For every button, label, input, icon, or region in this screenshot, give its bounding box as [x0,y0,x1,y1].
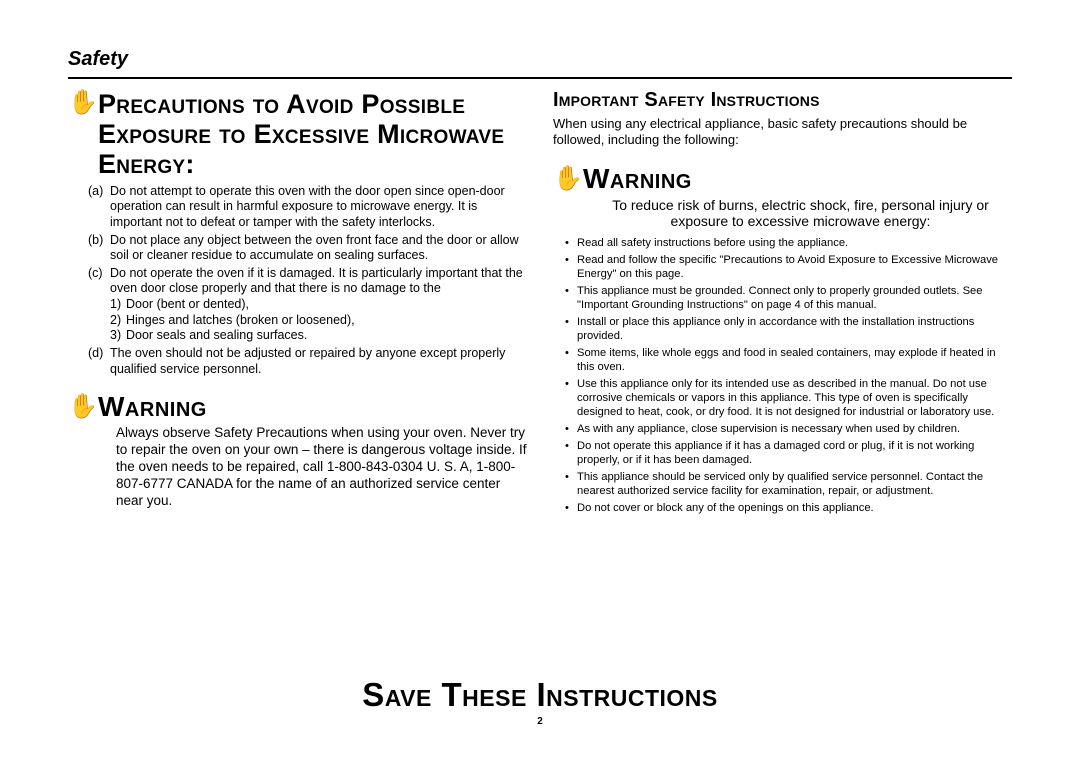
sub-marker: 1) [110,297,121,313]
page-footer: Save These Instructions 2 [68,676,1012,727]
right-column: Important Safety Instructions When using… [553,89,1012,518]
list-text: Do not place any object between the oven… [110,233,519,263]
precaution-item: (a) Do not attempt to operate this oven … [88,184,527,231]
precaution-subitem: 1) Door (bent or dented), [110,297,527,313]
precautions-heading: ✋ Precautions to Avoid Possible Exposure… [68,89,527,180]
save-instructions: Save These Instructions [68,676,1012,714]
left-column: ✋ Precautions to Avoid Possible Exposure… [68,89,527,518]
bullet-item: Read and follow the specific "Precaution… [565,253,1012,281]
list-text: Do not operate the oven if it is damaged… [110,266,523,296]
bullet-item: This appliance should be serviced only b… [565,470,1012,498]
warning-heading-left: ✋ Warning [68,391,527,423]
warning-heading-right: ✋ Warning [553,163,1012,195]
precautions-heading-text: Precautions to Avoid Possible Exposure t… [98,89,504,179]
bullet-item: Do not operate this appliance if it has … [565,439,1012,467]
precaution-sublist: 1) Door (bent or dented), 2) Hinges and la… [110,297,527,344]
sub-text: Hinges and latches (broken or loosened), [126,313,355,327]
bullet-item: As with any appliance, close supervision… [565,422,1012,436]
bullet-item: Read all safety instructions before usin… [565,236,1012,250]
list-text: Do not attempt to operate this oven with… [110,184,505,229]
warning-body-right: To reduce risk of burns, electric shock,… [553,197,1012,231]
precaution-item: (d) The oven should not be adjusted or r… [88,346,527,377]
warning-label: Warning [583,163,692,194]
hand-icon: ✋ [553,167,575,191]
precautions-list: (a) Do not attempt to operate this oven … [68,184,527,378]
page-content: Safety ✋ Precautions to Avoid Possible E… [68,48,1012,743]
list-text: The oven should not be adjusted or repai… [110,346,505,376]
list-marker: (a) [88,184,103,200]
section-header: Safety [68,48,1012,79]
bullet-item: This appliance must be grounded. Connect… [565,284,1012,312]
sub-text: Door seals and sealing surfaces. [126,328,307,342]
safety-bullets: Read all safety instructions before usin… [553,236,1012,515]
important-safety-intro: When using any electrical appliance, bas… [553,116,1012,149]
warning-body-left: Always observe Safety Precautions when u… [68,425,527,509]
bullet-item: Do not cover or block any of the opening… [565,501,1012,515]
hand-icon: ✋ [68,91,90,115]
sub-marker: 3) [110,328,121,344]
warning-label: Warning [98,391,207,422]
precaution-subitem: 3) Door seals and sealing surfaces. [110,328,527,344]
precaution-item: (c) Do not operate the oven if it is dam… [88,266,527,344]
two-column-layout: ✋ Precautions to Avoid Possible Exposure… [68,89,1012,518]
hand-icon: ✋ [68,395,90,419]
list-marker: (b) [88,233,103,249]
precaution-item: (b) Do not place any object between the … [88,233,527,264]
bullet-item: Install or place this appliance only in … [565,315,1012,343]
list-marker: (d) [88,346,103,362]
sub-text: Door (bent or dented), [126,297,249,311]
important-safety-heading: Important Safety Instructions [553,89,1012,112]
list-marker: (c) [88,266,103,282]
precaution-subitem: 2) Hinges and latches (broken or loosened… [110,313,527,329]
sub-marker: 2) [110,313,121,329]
page-number: 2 [68,716,1012,727]
bullet-item: Some items, like whole eggs and food in … [565,346,1012,374]
bullet-item: Use this appliance only for its intended… [565,377,1012,419]
